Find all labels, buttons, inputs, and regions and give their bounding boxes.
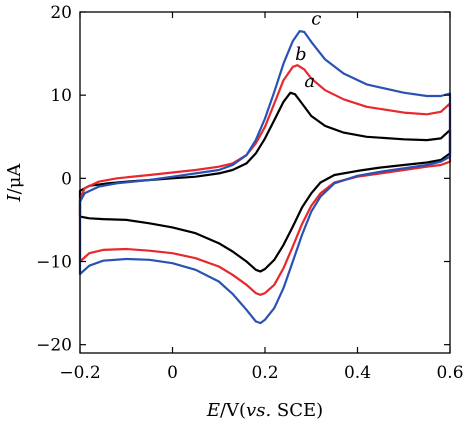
- series-label-c: c: [311, 8, 321, 29]
- y-tick-label: −10: [36, 253, 72, 273]
- x-tick-label: 0.6: [436, 363, 463, 383]
- x-tick-label: 0.2: [251, 363, 278, 383]
- y-tick-label: 20: [50, 3, 72, 23]
- curve-group: [78, 30, 452, 325]
- x-tick-label: 0.4: [344, 363, 371, 383]
- x-tick-label: 0: [167, 363, 178, 383]
- y-axis-label: I/μA: [4, 163, 25, 203]
- curve-labels: abc: [295, 8, 321, 91]
- x-tick-label: −0.2: [59, 363, 100, 383]
- y-tick-label: 10: [50, 86, 72, 106]
- series-label-a: a: [304, 71, 315, 92]
- y-tick-label: 0: [61, 169, 72, 189]
- y-tick-label: −20: [36, 336, 72, 356]
- series-label-b: b: [295, 44, 307, 65]
- axis-ticks: −0.2 0 0.2 0.4 0.6 −20 −10 0 10 20: [36, 3, 463, 383]
- series-curve-c: [78, 30, 452, 325]
- series-curve-a: [78, 91, 452, 273]
- x-axis-label: E/V(vs. SCE): [206, 400, 323, 421]
